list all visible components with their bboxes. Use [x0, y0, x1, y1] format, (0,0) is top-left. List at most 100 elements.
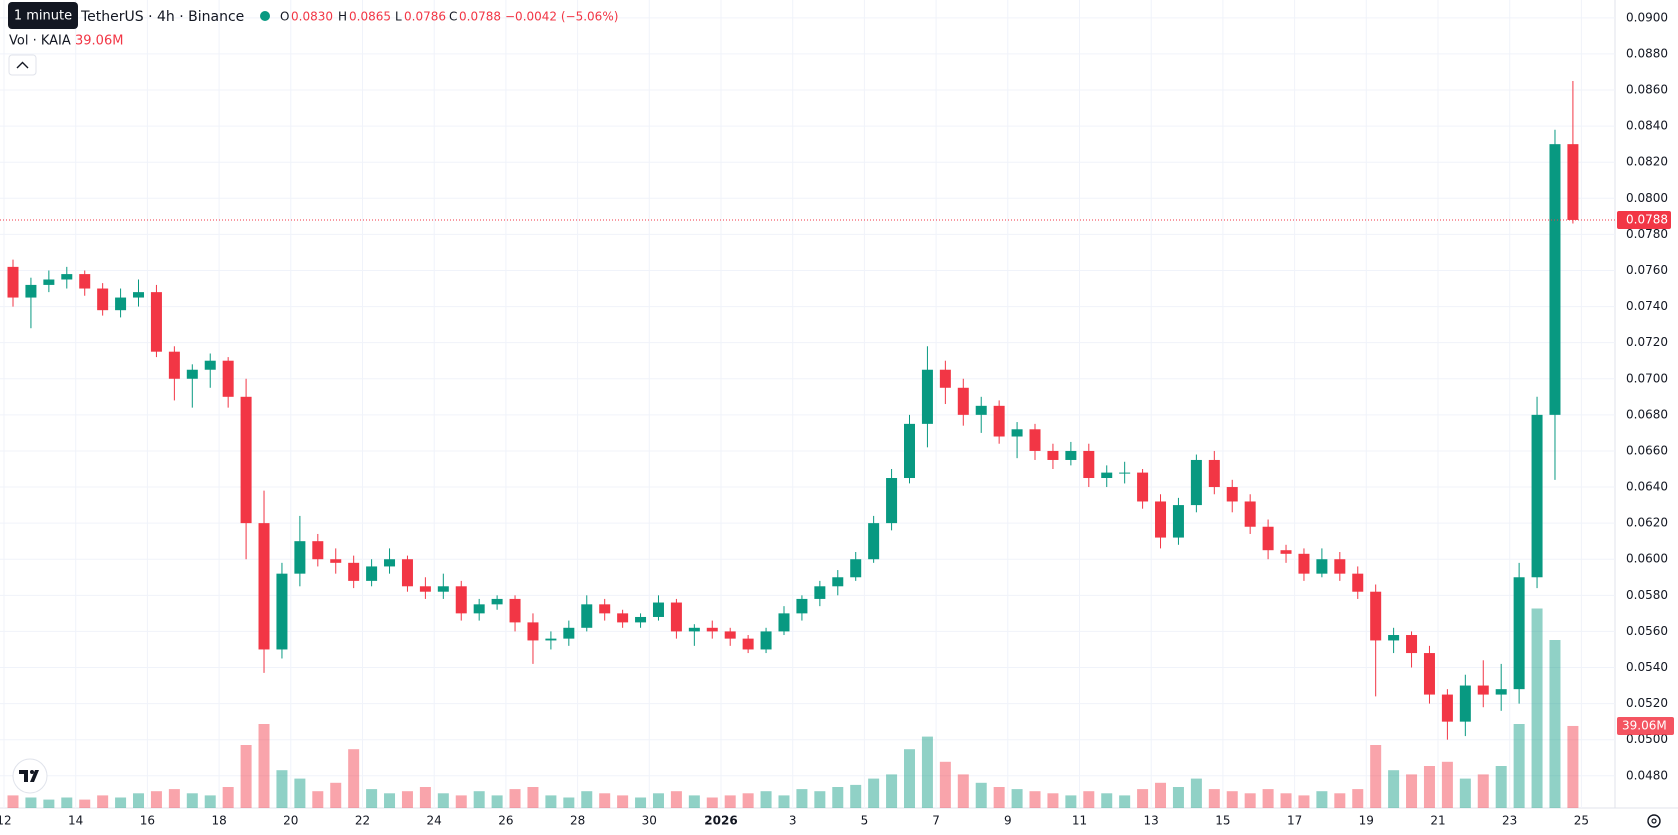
volume-pane	[7, 608, 1579, 808]
candle-body	[1137, 472, 1149, 502]
y-tick-label: 0.0640	[1626, 480, 1668, 494]
collapse-button[interactable]	[8, 54, 37, 76]
x-tick-label: 17	[1287, 814, 1302, 828]
x-tick-label: 15	[1215, 814, 1230, 828]
volume-bar	[1226, 791, 1238, 808]
volume-bar	[957, 774, 969, 808]
volume-bar	[706, 797, 718, 808]
volume-bar	[904, 749, 915, 808]
volume-bar	[1083, 791, 1095, 808]
settings-icon[interactable]	[1647, 814, 1661, 828]
market-status	[260, 11, 270, 21]
x-tick-label: 20	[283, 814, 298, 828]
volume-bar	[455, 795, 467, 808]
candle-body	[294, 541, 306, 574]
volume-bar	[563, 797, 575, 808]
volume-bar	[25, 797, 37, 808]
legend-high: 0.0865	[349, 10, 391, 24]
volume-value: 39.06M	[75, 34, 123, 49]
candle-body	[921, 369, 933, 424]
last-price-box	[1617, 210, 1671, 229]
candle-body	[1172, 505, 1184, 538]
x-tick-label: 26	[498, 814, 513, 828]
candle-body	[868, 523, 880, 560]
y-tick-label: 0.0620	[1626, 516, 1668, 530]
volume-bar	[473, 791, 485, 808]
volume-bar	[312, 791, 324, 808]
volume-bar	[1567, 725, 1579, 808]
y-tick-label: 0.0560	[1626, 624, 1668, 638]
volume-bar	[975, 782, 987, 808]
y-tick-label: 0.0480	[1626, 768, 1668, 782]
volume-bar	[1047, 793, 1059, 808]
x-tick-label: 3	[789, 814, 797, 828]
candle-body	[222, 360, 234, 397]
candle-body	[1208, 459, 1220, 488]
candle-body	[240, 396, 252, 524]
volume-bar	[1208, 789, 1220, 808]
volume-bar	[348, 749, 360, 808]
candle-body	[258, 523, 270, 650]
volume-bar	[1423, 766, 1435, 808]
candle-body	[1513, 577, 1525, 690]
candle-body	[384, 559, 396, 567]
y-tick-label: 0.0780	[1626, 227, 1668, 241]
volume-bar	[258, 724, 270, 808]
candle-body	[706, 627, 718, 632]
y-tick-label: 0.0860	[1626, 83, 1668, 97]
candle-body	[635, 616, 647, 623]
last-price-label: 0.0788	[1626, 212, 1668, 226]
x-tick-label: 18	[211, 814, 226, 828]
candle-body	[1370, 591, 1382, 641]
y-tick-label: 0.0700	[1626, 371, 1668, 385]
candle-body	[670, 602, 682, 632]
x-tick-label: 24	[427, 814, 442, 828]
volume-bar	[921, 736, 933, 808]
candle-body	[79, 274, 91, 289]
candle-body	[975, 405, 987, 415]
candle-body	[1423, 653, 1435, 695]
legend-h: H	[338, 10, 347, 24]
candle-body	[1011, 429, 1023, 437]
legend-o: O	[280, 10, 289, 24]
volume-bar	[79, 799, 91, 808]
volume-bar	[1459, 778, 1471, 808]
candle-body	[1190, 459, 1202, 506]
candle-body	[491, 598, 503, 605]
x-tick-label: 12	[0, 814, 12, 828]
candle-body	[473, 604, 485, 614]
candle-body	[133, 292, 145, 298]
symbol: TetherUS · 4h · Binance	[80, 9, 244, 25]
volume-bar	[222, 787, 234, 808]
candle-body	[25, 284, 37, 298]
candle-body	[1298, 553, 1310, 574]
x-tick-label: 23	[1502, 814, 1517, 828]
legend-l: L	[395, 10, 402, 24]
legend-close: 0.0788	[459, 10, 501, 24]
y-tick-label: 0.0720	[1626, 335, 1668, 349]
candle-body	[581, 604, 593, 628]
candle-body	[563, 627, 575, 639]
candle-body	[1029, 429, 1041, 451]
y-tick-label: 0.0660	[1626, 443, 1668, 457]
candle-body	[186, 369, 198, 379]
volume-bar	[993, 787, 1005, 808]
x-tick-label: 21	[1430, 814, 1445, 828]
volume-bar	[599, 793, 611, 808]
volume-bar	[1280, 793, 1292, 808]
volume-bar	[509, 789, 521, 808]
volume-bar	[796, 789, 808, 808]
x-tick-label: 11	[1072, 814, 1087, 828]
x-tick-label: 9	[1004, 814, 1012, 828]
candle-body	[509, 598, 521, 623]
candle-body	[43, 279, 55, 285]
volume-bar	[7, 795, 19, 808]
volume-bar	[330, 782, 342, 808]
candle-body	[348, 562, 360, 581]
volume-bar	[742, 793, 754, 808]
candle-body	[1119, 472, 1131, 474]
candle-body	[796, 598, 808, 614]
volume-bar	[419, 787, 431, 808]
candle-body	[168, 351, 180, 379]
